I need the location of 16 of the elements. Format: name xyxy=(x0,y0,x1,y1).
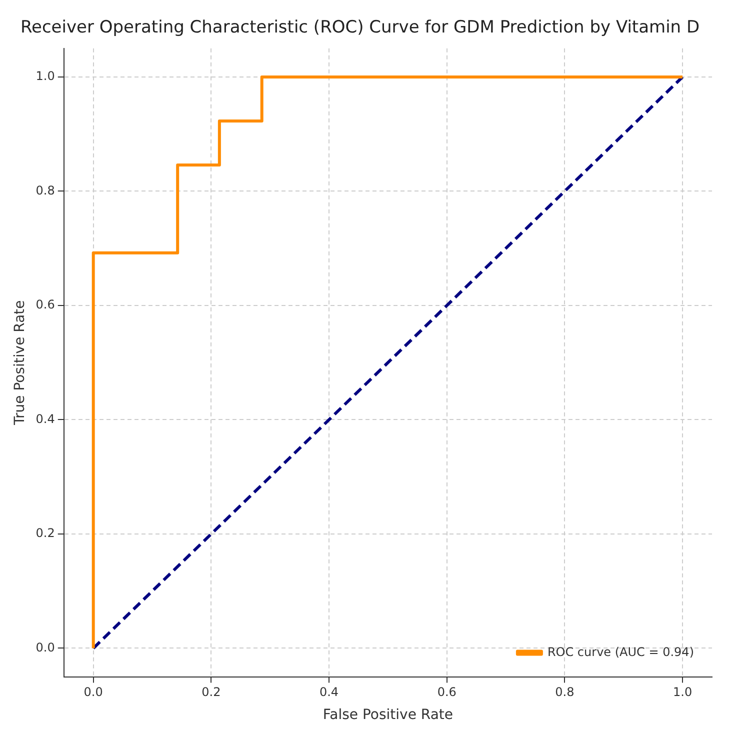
y-tick-label: 0.2 xyxy=(36,526,55,540)
x-tick-label: 0.2 xyxy=(202,685,221,700)
y-tick-label: 0.4 xyxy=(36,412,55,426)
x-tick-label: 0.6 xyxy=(437,685,456,700)
y-tick-label: 0.0 xyxy=(36,640,55,654)
legend-label: ROC curve (AUC = 0.94) xyxy=(547,644,694,659)
x-tick-label: 0.4 xyxy=(319,685,339,700)
y-tick-label: 0.6 xyxy=(36,298,55,312)
x-axis-title: False Positive Rate xyxy=(322,707,454,724)
x-tick-label: 0.0 xyxy=(84,685,103,700)
y-tick-label: 0.8 xyxy=(36,183,55,198)
y-axis-title: True Positive Rate xyxy=(12,300,28,426)
y-tick-label: 1.0 xyxy=(36,69,55,84)
chart-title: Receiver Operating Characteristic (ROC) Curve for GDM Prediction by Vitamin D xyxy=(20,18,700,38)
x-tick-label: 1.0 xyxy=(672,685,692,700)
x-tick-label: 0.8 xyxy=(555,685,574,700)
